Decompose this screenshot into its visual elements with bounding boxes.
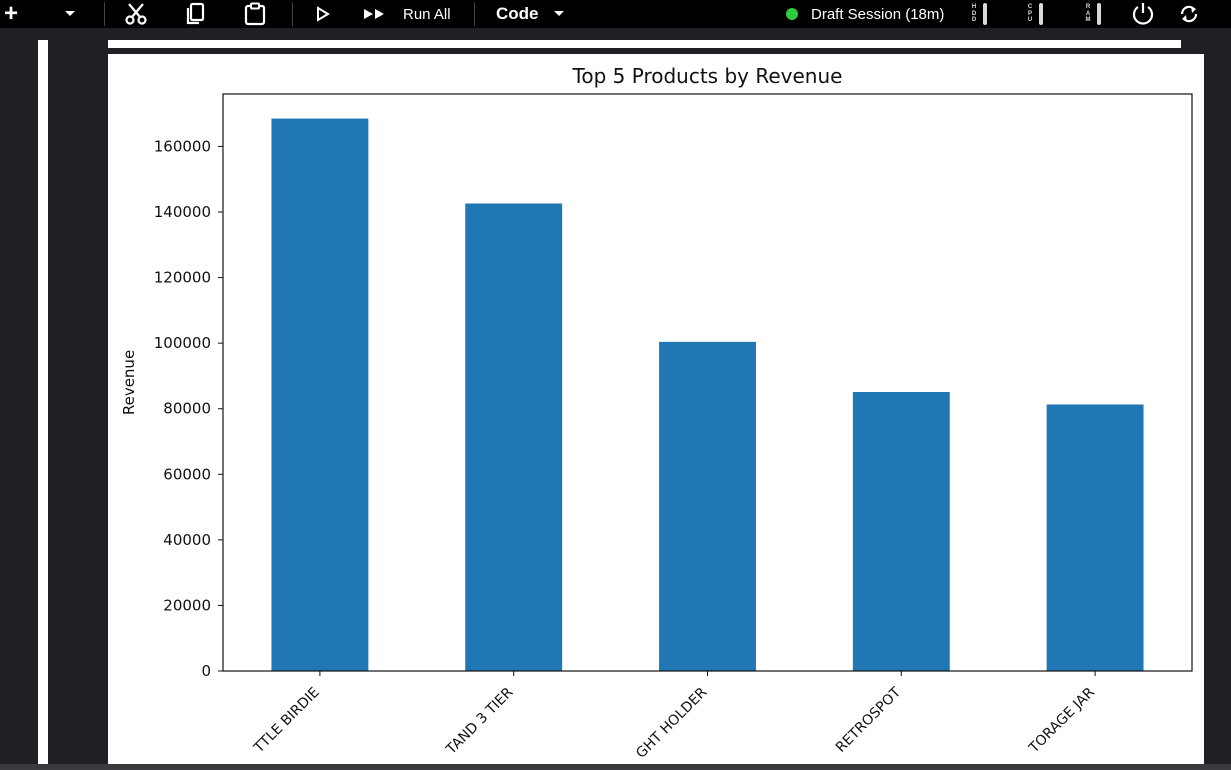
- status-dot-icon: [786, 8, 798, 20]
- y-axis-label: Revenue: [120, 350, 138, 415]
- y-tick-label: 140000: [154, 203, 211, 221]
- x-tick-label: GHT HOLDER: [633, 684, 710, 761]
- clipboard-icon: [244, 2, 266, 26]
- cpu-bar: [1039, 3, 1043, 25]
- toolbar-divider: [292, 2, 293, 26]
- toolbar-divider: [474, 2, 475, 26]
- run-all-button[interactable]: Run All: [362, 0, 458, 28]
- caret-down-icon: [553, 11, 564, 16]
- cell-gutter: [48, 28, 108, 770]
- bar: [1046, 404, 1144, 671]
- plot-frame: [222, 93, 1193, 672]
- y-tick-label: 20000: [163, 596, 211, 614]
- cell-top-border: [108, 40, 1181, 48]
- paste-button[interactable]: [240, 0, 270, 28]
- copy-button[interactable]: [180, 0, 210, 28]
- cell-output: Top 5 Products by Revenue TTLE BIRDIE TAND…: [108, 54, 1204, 770]
- x-tick-label: TTLE BIRDIE: [250, 685, 322, 757]
- refresh-icon: [1180, 5, 1198, 23]
- y-tick-label: 120000: [154, 269, 211, 287]
- notebook-toolbar: + Run All Code: [0, 0, 1231, 28]
- y-tick-label: 40000: [163, 531, 211, 549]
- session-status-label: Draft Session (18m): [811, 5, 945, 23]
- y-tick-label: 100000: [154, 334, 211, 352]
- scissors-icon: [125, 3, 147, 25]
- refresh-button[interactable]: [1174, 0, 1204, 28]
- bar: [659, 341, 756, 671]
- copy-icon: [186, 2, 205, 25]
- cell-type-select[interactable]: Code: [496, 0, 576, 28]
- add-cell-dropdown[interactable]: [58, 0, 82, 28]
- fast-forward-icon: [364, 9, 384, 19]
- x-tick-label: TORAGE JAR: [1026, 684, 1099, 757]
- power-icon: [1132, 3, 1154, 25]
- power-button[interactable]: [1128, 0, 1158, 28]
- cut-button[interactable]: [120, 0, 152, 28]
- y-tick-label: 0: [201, 662, 211, 680]
- play-icon: [317, 6, 330, 22]
- run-all-label: Run All: [403, 5, 451, 23]
- y-tick-label: 80000: [163, 400, 211, 418]
- ram-bar: [1097, 3, 1101, 25]
- bar: [852, 392, 950, 671]
- bar: [271, 118, 369, 671]
- horizontal-scrollbar[interactable]: [0, 764, 1231, 770]
- bar: [465, 203, 563, 671]
- left-panel: [0, 28, 38, 768]
- chart-title: Top 5 Products by Revenue: [572, 64, 843, 88]
- cell-active-indicator: [38, 40, 48, 770]
- plus-icon: +: [3, 0, 18, 27]
- bar-chart: Top 5 Products by Revenue TTLE BIRDIE TAND…: [120, 64, 1193, 762]
- x-tick-label: TAND 3 TIER: [443, 684, 517, 758]
- x-tick-label: RETROSPOT: [833, 684, 905, 756]
- toolbar-divider: [104, 2, 105, 26]
- add-cell-button[interactable]: +: [0, 0, 22, 28]
- run-cell-button[interactable]: [310, 0, 336, 28]
- hdd-bar: [983, 3, 987, 25]
- caret-down-icon: [65, 11, 75, 16]
- y-tick-label: 60000: [163, 465, 211, 483]
- cell-type-label: Code: [496, 4, 539, 23]
- session-status[interactable]: Draft Session (18m): [786, 0, 956, 28]
- y-tick-label: 160000: [154, 137, 211, 155]
